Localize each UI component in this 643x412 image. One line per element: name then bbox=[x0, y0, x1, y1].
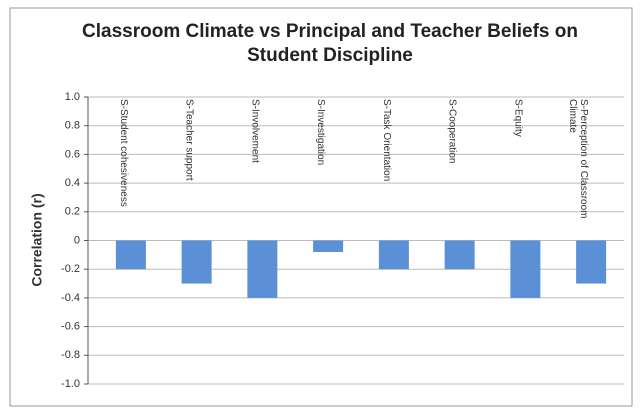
bar bbox=[576, 240, 607, 284]
y-tick-label: -0.6 bbox=[61, 321, 80, 333]
y-tick-label: -0.8 bbox=[61, 349, 80, 361]
y-tick-label: 0.2 bbox=[65, 206, 80, 218]
x-tick-label: S-Investigation bbox=[315, 99, 327, 166]
bar bbox=[378, 240, 409, 270]
chart-title: Classroom Climate vs Principal and Teach… bbox=[82, 21, 578, 66]
y-tick-label: 0.8 bbox=[65, 120, 80, 132]
bar bbox=[444, 240, 475, 270]
y-tick-label: 0.6 bbox=[65, 148, 80, 160]
x-tick-label: S-Perception of Classroom Climate bbox=[567, 99, 590, 219]
y-tick-label: -1.0 bbox=[61, 378, 80, 390]
y-tick-label: 0 bbox=[74, 234, 80, 246]
y-tick-label: -0.2 bbox=[61, 263, 80, 275]
x-tick-label: S-Involvement bbox=[249, 99, 261, 163]
x-tick-label: S-Cooperation bbox=[446, 99, 458, 164]
bar bbox=[510, 240, 541, 298]
y-tick-label: 1.0 bbox=[65, 91, 80, 103]
y-axis-label: Correlation (r) bbox=[29, 193, 45, 286]
x-tick-label: S-Equity bbox=[512, 99, 524, 137]
bar bbox=[115, 240, 146, 270]
bar bbox=[247, 240, 278, 298]
bar bbox=[313, 240, 344, 252]
x-tick-label: S-Student cohesiveness bbox=[117, 99, 129, 207]
y-tick-label: -0.4 bbox=[61, 292, 80, 304]
x-tick-label: S-Task Orientation bbox=[380, 99, 392, 182]
x-tick-label: S-Teacher support bbox=[183, 99, 195, 181]
bar bbox=[181, 240, 212, 284]
y-tick-label: 0.4 bbox=[65, 177, 80, 189]
frame bbox=[9, 7, 633, 407]
